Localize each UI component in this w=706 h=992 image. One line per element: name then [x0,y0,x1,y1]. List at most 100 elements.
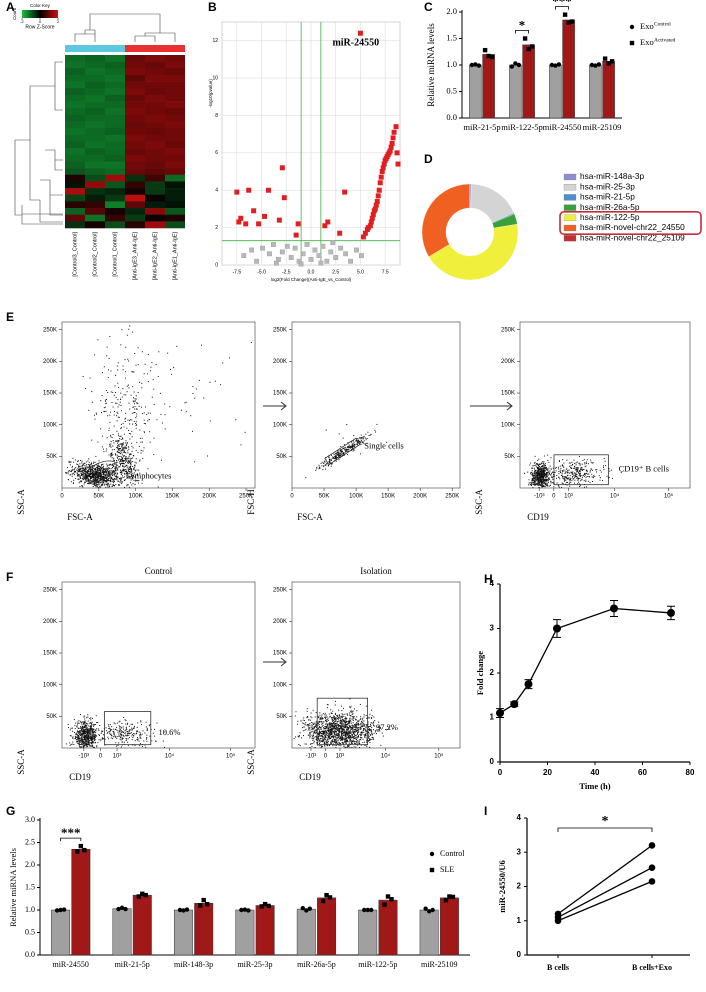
event-dot [83,729,85,731]
event-dot [106,472,108,474]
event-dot [145,423,147,425]
event-dot [122,444,124,446]
event-dot [573,482,575,484]
event-dot [339,722,341,724]
point [337,230,343,236]
event-dot [345,450,347,452]
heat-cell [165,108,185,116]
event-dot [139,733,141,735]
event-dot [337,454,339,456]
event-dot [348,444,350,446]
event-dot [77,460,79,462]
event-dot [537,463,539,465]
event-dot [318,466,320,468]
event-dot [332,710,334,712]
event-dot [139,736,141,738]
event-dot [116,476,118,478]
event-dot [98,729,100,731]
event-dot [105,467,107,469]
event-dot [106,470,108,472]
event-dot [122,470,124,472]
event-dot [107,475,109,477]
event-dot [85,726,87,728]
event-dot [96,479,98,481]
event-dot [344,446,346,448]
event-dot [311,731,313,733]
event-dot [599,477,601,479]
event-dot [592,477,594,479]
event-dot [334,458,336,460]
replicate-point [482,47,488,53]
event-dot [541,473,543,475]
event-dot [538,477,540,479]
event-dot [143,423,145,425]
event-dot [91,737,93,739]
event-dot [119,732,121,734]
event-dot [344,740,346,742]
event-dot [340,739,342,741]
event-dot [329,731,331,733]
event-dot [342,725,344,727]
event-dot [92,483,94,485]
event-dot [333,741,335,743]
event-dot [309,733,311,735]
heat-cell [145,188,165,196]
event-dot [82,727,84,729]
point [378,174,384,180]
event-dot [135,423,137,425]
event-dot [298,736,300,738]
event-dot [330,743,332,745]
event-dot [585,479,587,481]
event-dot [334,731,336,733]
event-dot [170,368,172,370]
event-dot [71,743,73,745]
event-dot [322,469,324,471]
gate [84,460,118,483]
event-dot [89,468,91,470]
event-dot [126,723,128,725]
event-dot [573,475,575,477]
event-dot [115,478,117,480]
y-tick-label: 200K [273,359,287,365]
event-dot [331,727,333,729]
event-dot [123,735,125,737]
event-dot [117,416,119,418]
event-dot [126,730,128,732]
point [251,208,257,214]
event-dot [108,472,110,474]
event-dot [92,462,94,464]
event-dot [207,455,209,457]
event-dot [358,724,360,726]
event-dot [119,726,121,728]
event-dot [297,735,299,737]
event-dot [114,473,116,475]
event-dot [585,465,587,467]
event-dot [313,738,315,740]
event-dot [95,467,97,469]
event-dot [333,715,335,717]
event-dot [343,452,345,454]
event-dot [578,485,580,487]
event-dot [118,448,120,450]
event-dot [329,724,331,726]
event-dot [124,732,126,734]
event-dot [338,456,340,458]
event-dot [112,391,114,393]
event-dot [73,469,75,471]
event-dot [581,479,583,481]
event-dot [327,735,329,737]
event-dot [350,736,352,738]
event-dot [86,482,88,484]
event-dot [88,474,90,476]
event-dot [108,725,110,727]
event-dot [577,466,579,468]
event-dot [347,729,349,731]
event-dot [537,473,539,475]
event-dot [352,718,354,720]
event-dot [115,466,117,468]
event-dot [342,714,344,716]
event-dot [330,730,332,732]
event-dot [112,454,114,456]
event-dot [83,722,85,724]
event-dot [322,462,324,464]
